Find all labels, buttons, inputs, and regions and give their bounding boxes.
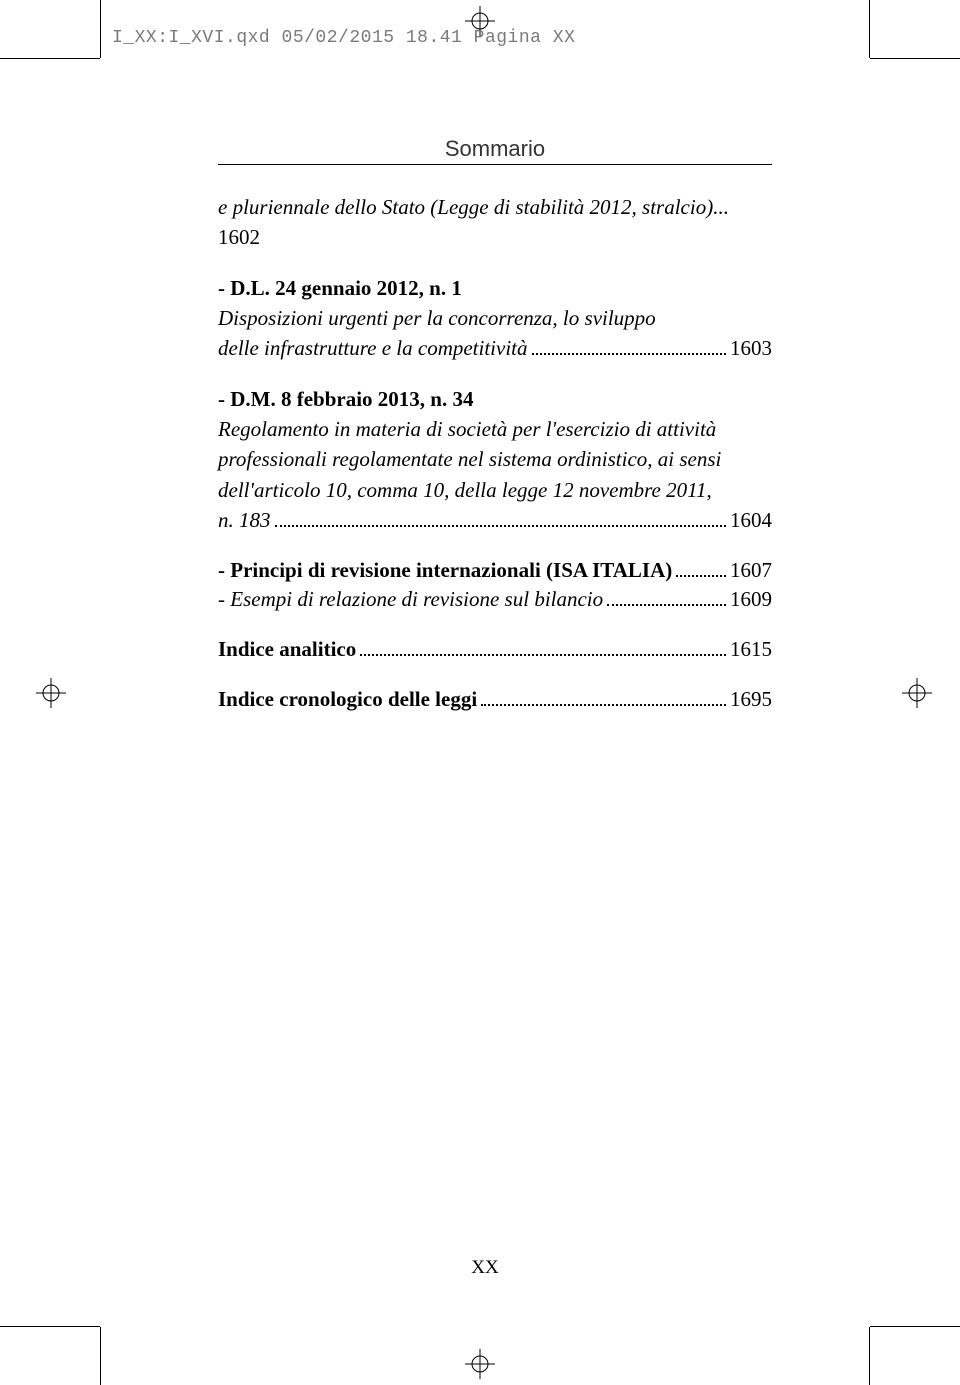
toc-entry: Indice analitico 1615 <box>218 635 772 663</box>
section-rule <box>218 164 772 165</box>
prepress-header: I_XX:I_XVI.qxd 05/02/2015 18.41 Pagina X… <box>112 28 575 48</box>
toc-text: dell'articolo 10, comma 10, della legge … <box>218 476 772 504</box>
toc-heading: Indice analitico <box>218 635 356 663</box>
section-title: Sommario <box>218 136 772 162</box>
toc-heading: - D.M. 8 febbraio 2013, n. 34 <box>218 385 772 413</box>
toc-heading: - D.L. 24 gennaio 2012, n. 1 <box>218 274 772 302</box>
toc-entry: - D.M. 8 febbraio 2013, n. 34 Regolament… <box>218 385 772 535</box>
toc-entry: - Principi di revisione internazionali (… <box>218 556 772 613</box>
toc-leader-dots <box>275 506 727 527</box>
toc-page: 1602 <box>218 223 772 251</box>
toc-entry: - D.L. 24 gennaio 2012, n. 1 Disposizion… <box>218 274 772 363</box>
toc-text: delle infrastrutture e la competitività <box>218 334 528 362</box>
toc-page: 1609 <box>730 585 772 613</box>
toc-leader-dots <box>607 585 726 606</box>
page-number: XX <box>100 1257 870 1279</box>
toc-heading: - Principi di revisione internazionali (… <box>218 556 672 584</box>
registration-mark-icon <box>36 678 66 708</box>
toc-page: 1695 <box>730 685 772 713</box>
registration-mark-icon <box>902 678 932 708</box>
table-of-contents: e pluriennale dello Stato (Legge di stab… <box>218 193 772 714</box>
toc-entry: e pluriennale dello Stato (Legge di stab… <box>218 193 772 252</box>
toc-page: 1615 <box>730 635 772 663</box>
toc-page: 1607 <box>730 556 772 584</box>
toc-text: - Esempi di relazione di revisione sul b… <box>218 585 603 613</box>
toc-text: professionali regolamentate nel sistema … <box>218 445 772 473</box>
toc-text: Disposizioni urgenti per la concorrenza,… <box>218 304 772 332</box>
registration-mark-icon <box>465 1349 495 1379</box>
toc-leader-dots <box>532 334 726 355</box>
toc-heading: Indice cronologico delle leggi <box>218 685 477 713</box>
toc-leader-dots <box>676 556 726 577</box>
toc-page: 1603 <box>730 334 772 362</box>
toc-page: 1604 <box>730 506 772 534</box>
toc-leader-dots <box>360 635 726 656</box>
toc-entry: Indice cronologico delle leggi 1695 <box>218 685 772 713</box>
toc-leader-dots <box>481 685 726 706</box>
toc-text: n. 183 <box>218 506 271 534</box>
toc-text: Regolamento in materia di società per l'… <box>218 415 772 443</box>
toc-text: e pluriennale dello Stato (Legge di stab… <box>218 193 772 221</box>
page-content: Sommario e pluriennale dello Stato (Legg… <box>100 58 870 1327</box>
